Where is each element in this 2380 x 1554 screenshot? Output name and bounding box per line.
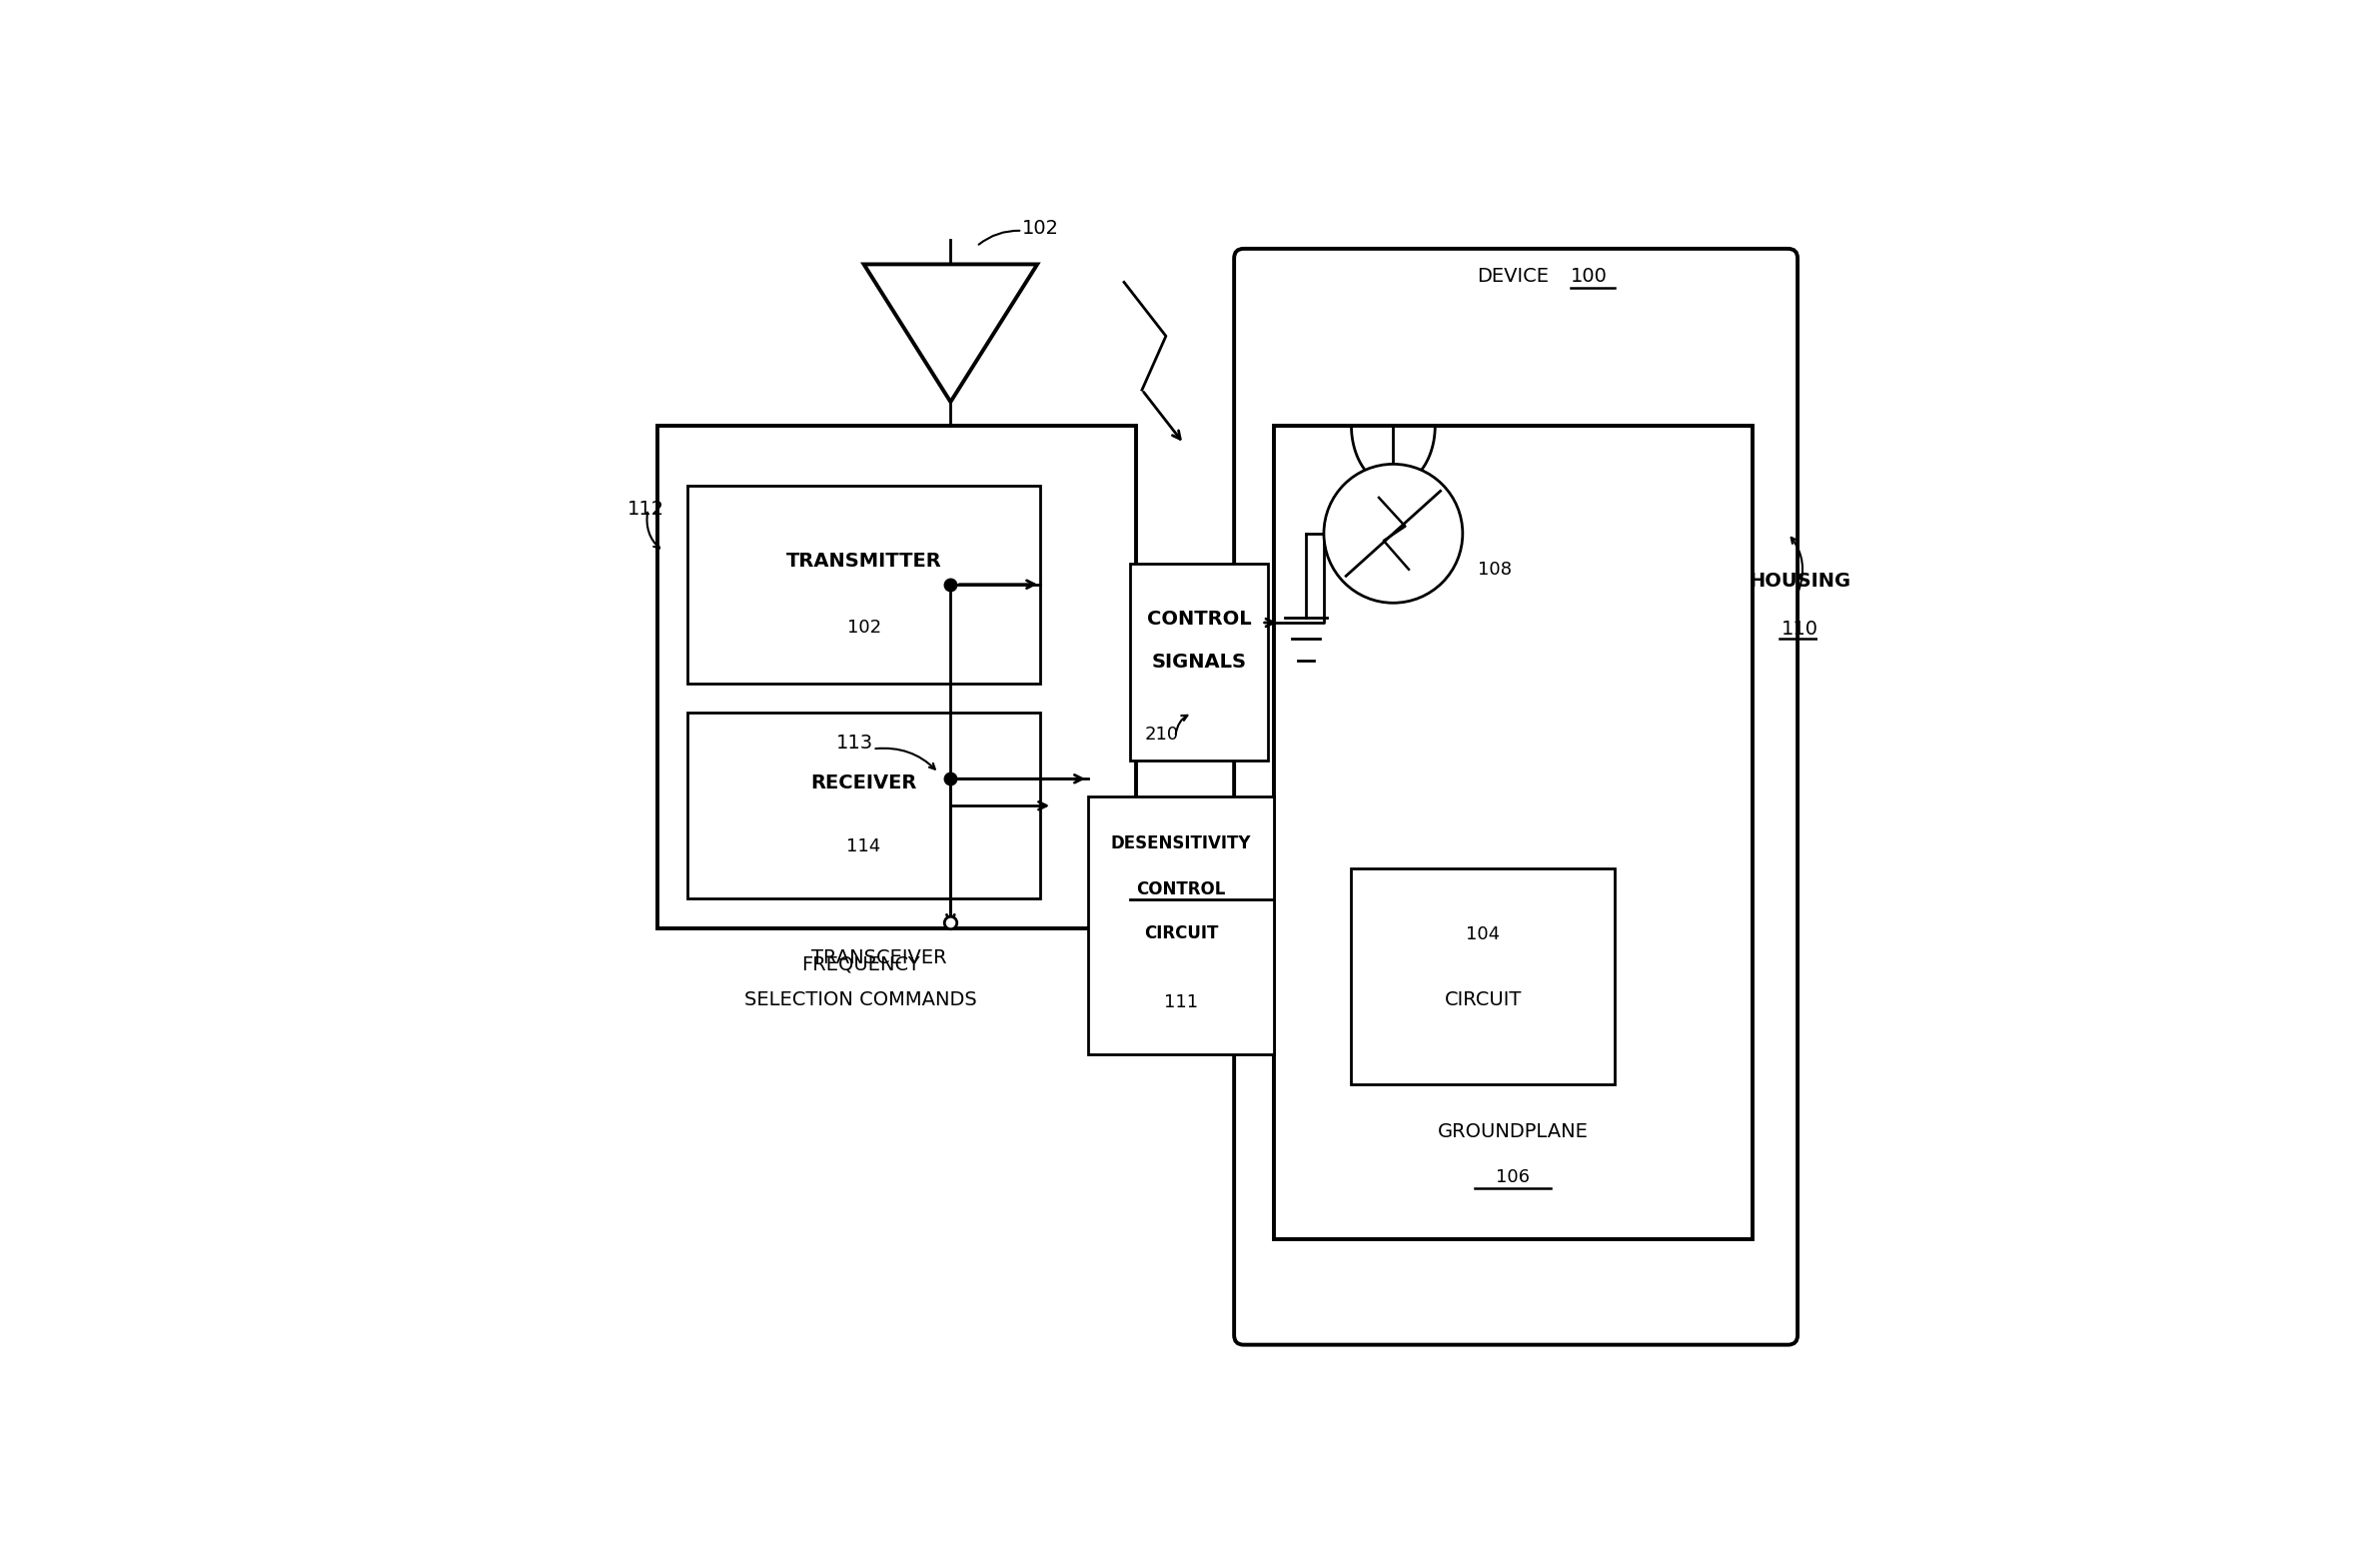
- Text: GROUNDPLANE: GROUNDPLANE: [1438, 1122, 1587, 1141]
- Circle shape: [1323, 465, 1464, 603]
- Text: 113: 113: [835, 733, 873, 752]
- Text: 102: 102: [1023, 219, 1059, 238]
- Text: DEVICE: DEVICE: [1478, 267, 1549, 286]
- Bar: [688, 713, 1040, 898]
- Text: 210: 210: [1145, 726, 1178, 743]
- Text: CONTROL: CONTROL: [1135, 881, 1226, 898]
- Text: TRANSCEIVER: TRANSCEIVER: [812, 949, 947, 968]
- Text: 104: 104: [1466, 925, 1499, 943]
- Bar: [688, 485, 1040, 684]
- Bar: [657, 426, 1135, 928]
- Text: 112: 112: [628, 500, 664, 519]
- Text: 111: 111: [1164, 993, 1197, 1012]
- Bar: [1088, 797, 1273, 1054]
- Text: DESENSITIVITY: DESENSITIVITY: [1111, 834, 1252, 852]
- Text: 100: 100: [1571, 267, 1607, 286]
- Text: TRANSMITTER: TRANSMITTER: [785, 552, 942, 570]
- Text: 108: 108: [1478, 561, 1511, 578]
- Text: HOUSING: HOUSING: [1749, 572, 1852, 591]
- Text: CIRCUIT: CIRCUIT: [1145, 925, 1219, 942]
- Text: RECEIVER: RECEIVER: [812, 774, 916, 793]
- Text: 110: 110: [1783, 620, 1818, 639]
- Text: 102: 102: [847, 618, 881, 637]
- Bar: [1352, 869, 1614, 1085]
- Bar: [1130, 564, 1269, 761]
- Polygon shape: [864, 264, 1038, 402]
- Text: 114: 114: [847, 838, 881, 856]
- Text: SELECTION COMMANDS: SELECTION COMMANDS: [745, 990, 978, 1010]
- Bar: [1273, 426, 1752, 1240]
- Text: CONTROL: CONTROL: [1147, 609, 1252, 628]
- Text: FREQUENCY: FREQUENCY: [802, 954, 921, 974]
- Text: CIRCUIT: CIRCUIT: [1445, 990, 1521, 1010]
- Text: 106: 106: [1497, 1169, 1530, 1186]
- FancyBboxPatch shape: [1235, 249, 1797, 1344]
- Text: SIGNALS: SIGNALS: [1152, 653, 1247, 671]
